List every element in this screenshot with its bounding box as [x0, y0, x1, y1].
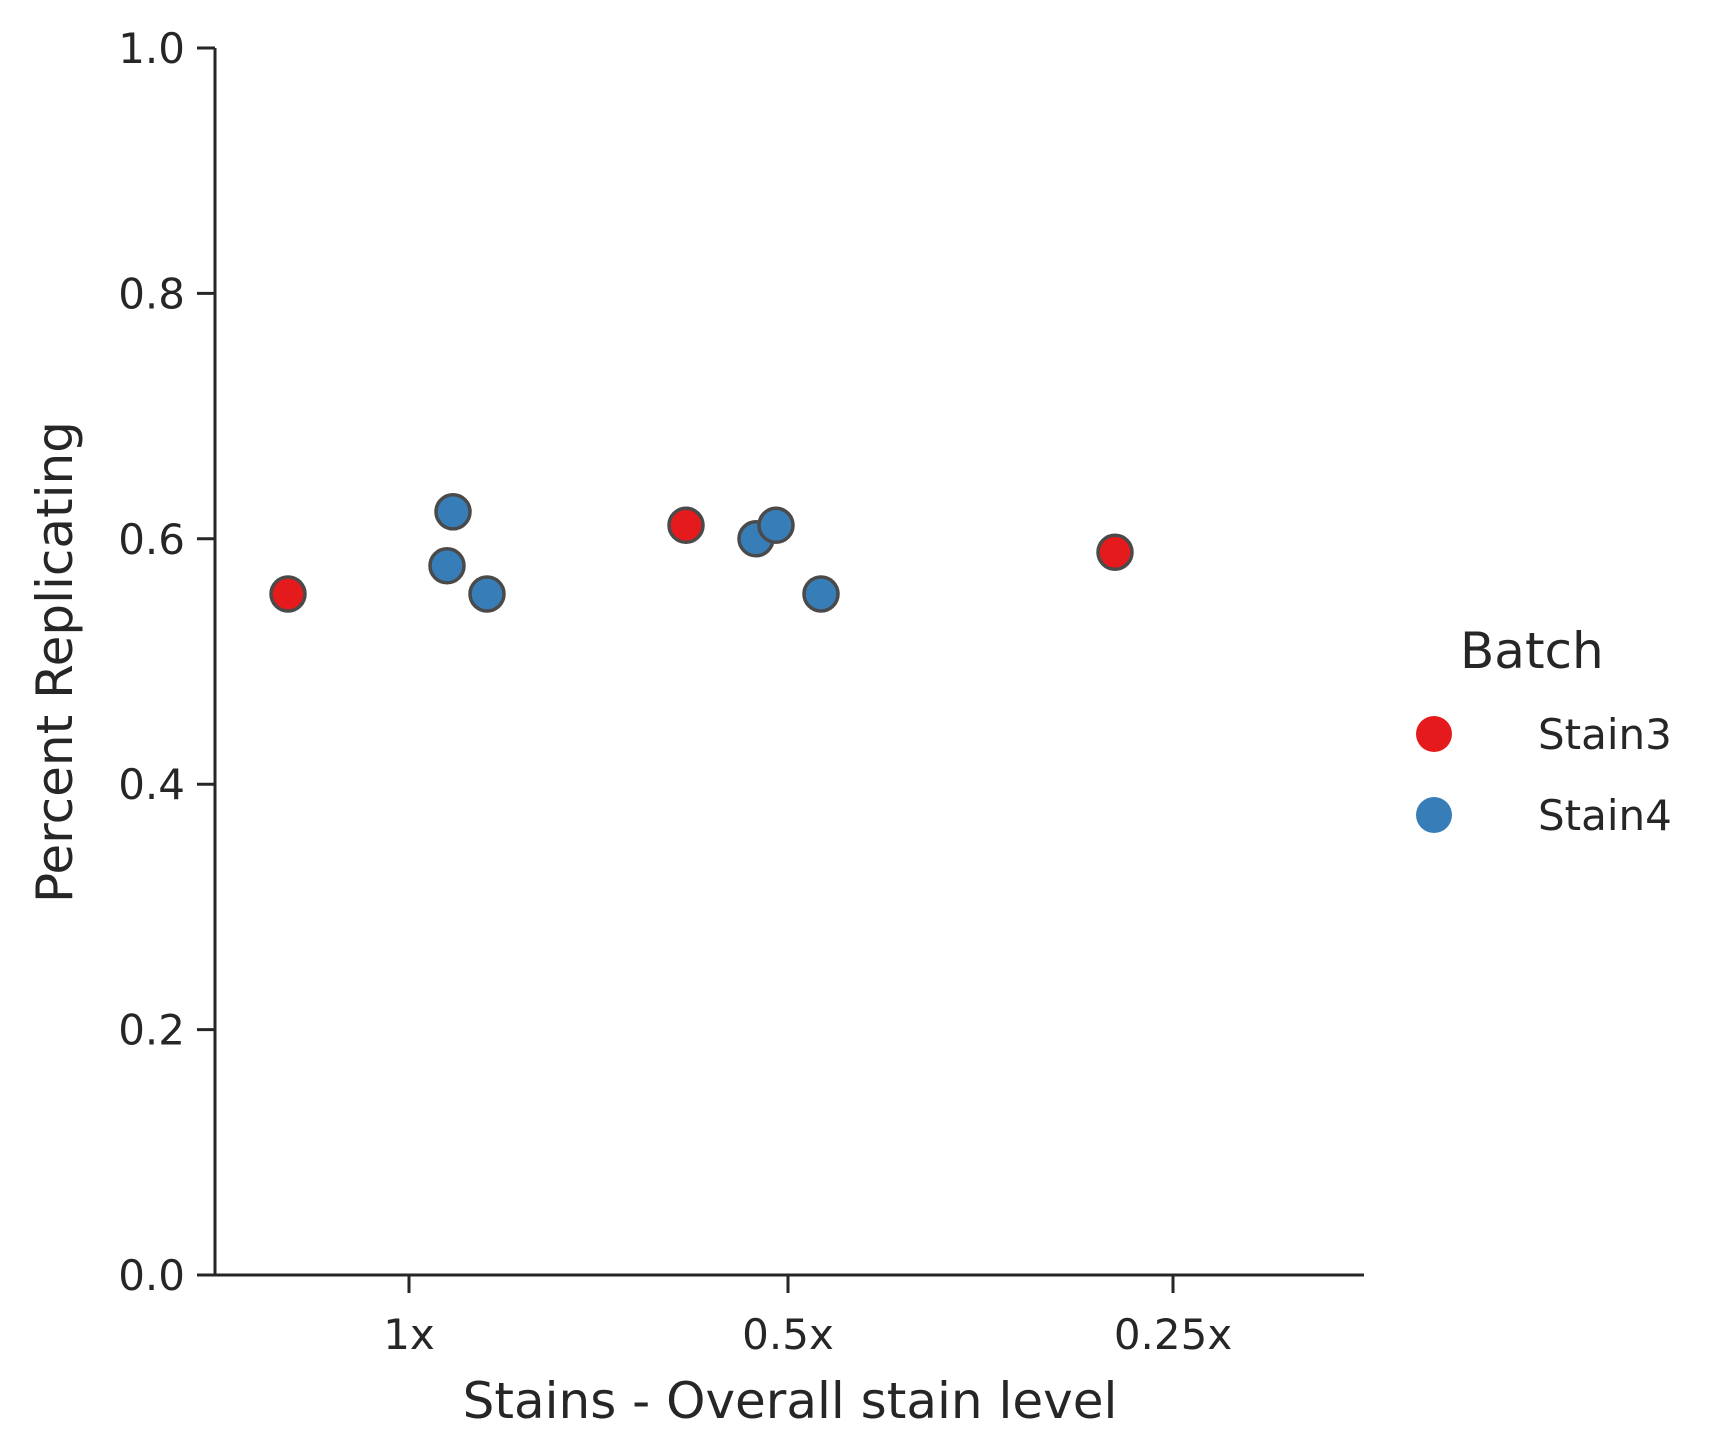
y-tick-label: 0.6: [118, 515, 185, 564]
x-tick-label: 1x: [383, 1310, 435, 1359]
data-points: [269, 493, 1134, 613]
y-tick-label: 0.8: [118, 269, 185, 318]
x-ticks: 1x 0.5x 0.25x: [383, 1275, 1232, 1359]
data-point-stain4: [434, 493, 472, 531]
data-point-stain3: [1096, 533, 1134, 572]
x-tick-label: 0.25x: [1114, 1310, 1232, 1359]
data-point-stain3: [667, 506, 705, 545]
y-axis-title: Percent Replicating: [26, 421, 84, 903]
data-point-stain4: [802, 575, 840, 613]
legend: Batch Stain3 Stain4: [1416, 622, 1672, 840]
data-point-stain4: [757, 506, 795, 545]
legend-items: Stain3 Stain4: [1416, 710, 1672, 840]
x-tick-label: 0.5x: [742, 1310, 834, 1359]
data-point-stain4: [428, 547, 466, 585]
y-tick-label: 0.0: [118, 1251, 185, 1300]
data-point-stain4: [468, 575, 506, 613]
y-ticks: 0.0 0.2 0.4 0.6 0.8 1.0: [118, 24, 215, 1300]
data-point-stain3: [269, 575, 307, 613]
legend-marker-stain4: [1416, 797, 1452, 833]
axes: [213, 48, 1364, 1277]
legend-marker-stain3: [1416, 716, 1452, 752]
legend-label-stain3: Stain3: [1538, 710, 1672, 759]
y-tick-label: 0.4: [118, 760, 185, 809]
legend-title: Batch: [1460, 622, 1604, 680]
y-tick-label: 1.0: [118, 24, 185, 73]
x-axis-title: Stains - Overall stain level: [463, 1372, 1118, 1430]
y-tick-label: 0.2: [118, 1006, 185, 1055]
legend-label-stain4: Stain4: [1538, 791, 1672, 840]
